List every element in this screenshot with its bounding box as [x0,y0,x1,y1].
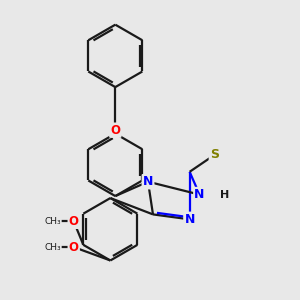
Text: CH₃: CH₃ [45,243,61,252]
Text: O: O [110,124,120,137]
Text: N: N [184,213,195,226]
Text: H: H [220,190,229,200]
Text: S: S [210,148,219,161]
Text: N: N [143,175,153,188]
Text: N: N [194,188,205,201]
Text: O: O [69,215,79,228]
Text: CH₃: CH₃ [45,217,61,226]
Text: O: O [69,241,79,254]
